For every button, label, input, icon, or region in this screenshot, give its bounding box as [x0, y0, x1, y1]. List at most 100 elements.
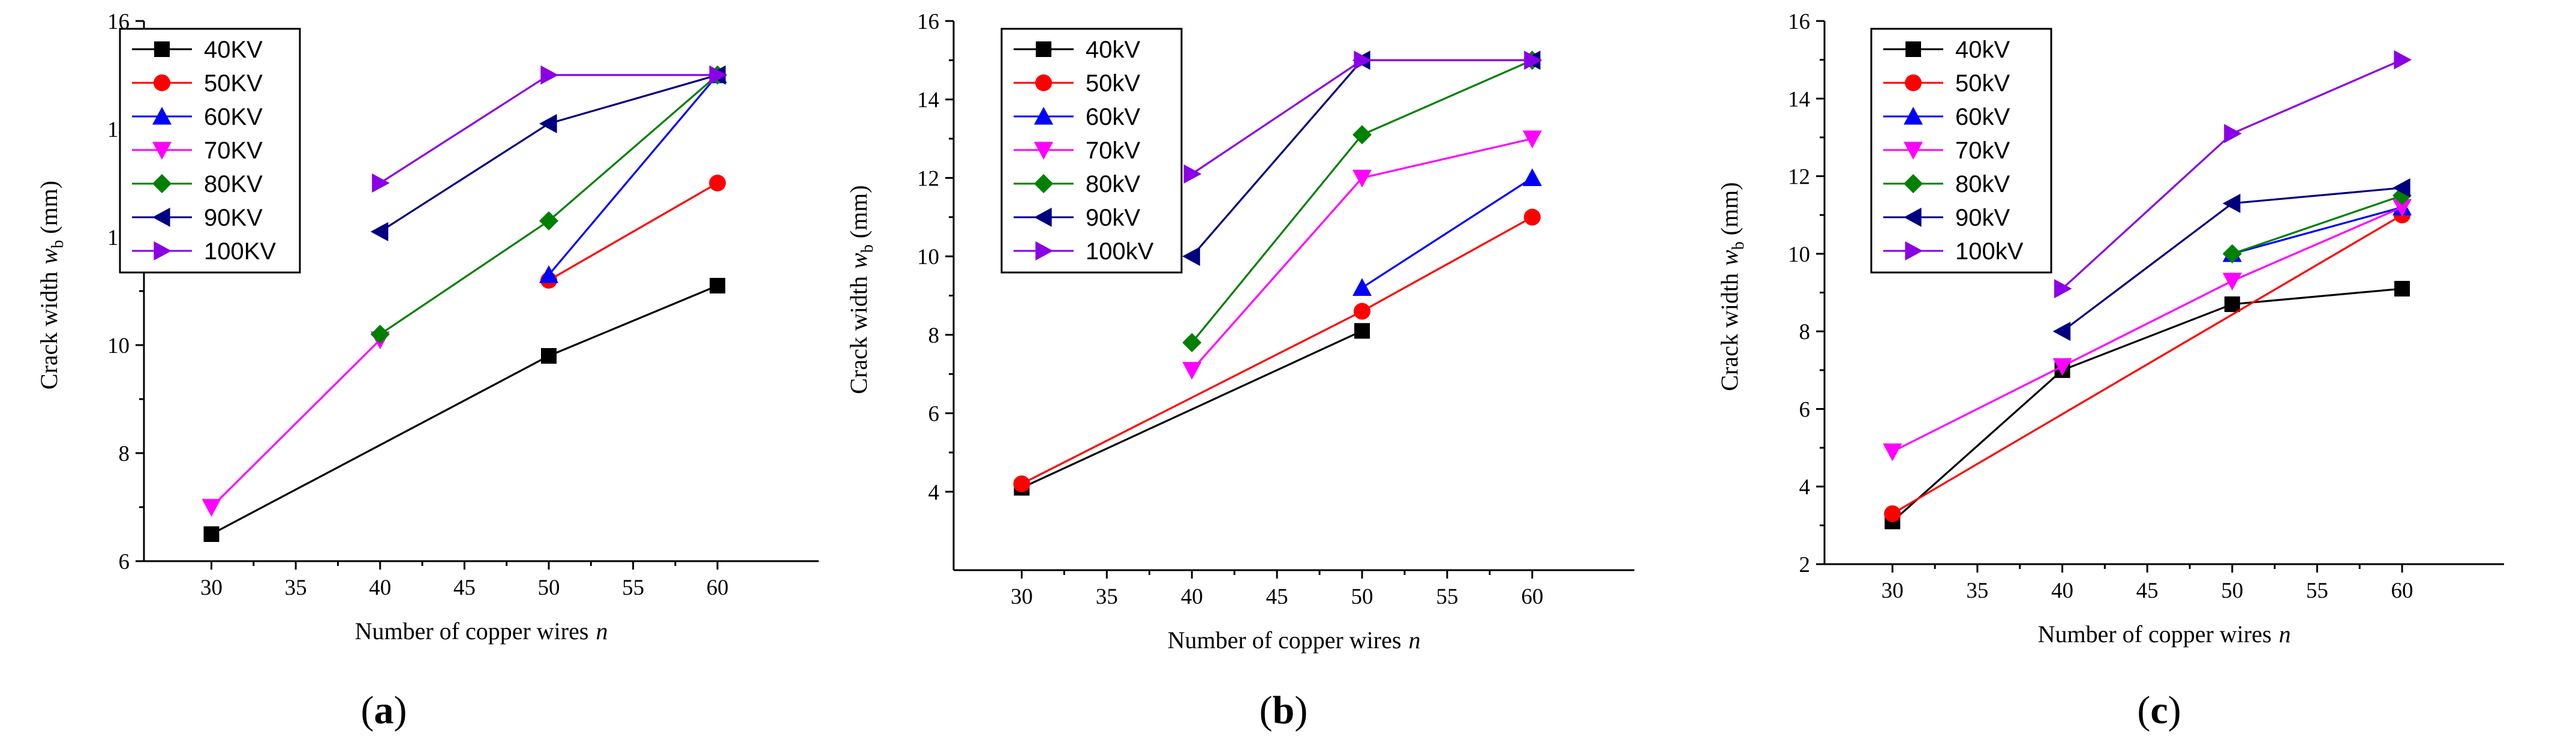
x-tick-label: 40	[2051, 579, 2073, 603]
panel-label-open: (	[2137, 688, 2150, 732]
legend-marker-80kV	[1034, 174, 1053, 193]
panel-label-open: (	[1260, 688, 1273, 732]
x-axis-title-var: n	[596, 618, 608, 645]
x-tick-label: 50	[1351, 585, 1373, 609]
series-line-60kV	[2232, 206, 2403, 255]
panel-label-close: )	[1294, 688, 1307, 732]
data-point-70kV	[2222, 272, 2242, 291]
legend-marker-40kV	[1036, 41, 1051, 57]
legend-marker-80KV	[152, 174, 172, 193]
legend-label-70kV: 70kV	[1086, 137, 1140, 164]
x-tick-label: 30	[1881, 579, 1904, 603]
legend-label-40kV: 40kV	[1955, 37, 2010, 63]
y-tick-label: 4	[928, 480, 940, 505]
series-line-60KV	[548, 74, 719, 276]
legend-label-80KV: 80KV	[204, 171, 263, 197]
chart-panel-b: 30 35 40 45 50 55 60 4 6 8 10 12 14 16 Number of coppe…	[845, 10, 1634, 654]
y-tick-label: 12	[917, 166, 939, 191]
data-point-90KV	[539, 114, 557, 133]
data-point-80kV	[2222, 244, 2242, 263]
y-tick-label: 4	[1799, 475, 1811, 500]
legend-label-60KV: 60KV	[204, 104, 263, 130]
x-tick-label: 30	[1011, 585, 1033, 609]
data-point-80kV	[1182, 332, 1202, 352]
data-point-40KV	[541, 348, 557, 364]
data-point-40KV	[710, 278, 726, 293]
y-tick-label: 10	[107, 334, 130, 358]
y-axis-title: Crack width wb (mm)	[35, 181, 67, 390]
series-line-70KV	[211, 338, 381, 508]
data-point-50kV	[1884, 505, 1901, 522]
x-tick-label: 35	[1096, 585, 1118, 609]
data-point-70kV	[1182, 362, 1202, 380]
series-line-80KV	[379, 74, 719, 335]
series-line-80kV	[1191, 59, 1533, 343]
data-point-100kV	[2054, 279, 2072, 299]
legend-label-100kV: 100kV	[1086, 238, 1154, 265]
y-axis-title: Crack width wb (mm)	[1716, 182, 1748, 391]
data-point-40kV	[1354, 323, 1370, 339]
y-axis-title-var: w	[35, 248, 62, 264]
data-point-60kV	[1522, 168, 1542, 187]
data-point-90kV	[1182, 247, 1200, 266]
legend-marker-100KV	[154, 241, 172, 260]
legend-label-60kV: 60kV	[1086, 104, 1140, 130]
data-point-50KV	[709, 175, 726, 191]
legend-marker-50kV	[1905, 74, 1922, 91]
x-tick-label: 55	[2306, 579, 2328, 603]
y-axis-title-text: Crack width	[845, 276, 872, 394]
panel-label-a: (a)	[361, 688, 407, 732]
y-axis-title: Crack width wb (mm)	[845, 185, 877, 394]
panel-label-letter: c	[2150, 688, 2168, 732]
x-axis-title-var: n	[1408, 627, 1420, 654]
data-point-70kV	[2052, 358, 2072, 376]
data-point-100kV	[1354, 50, 1372, 70]
x-tick-label: 40	[369, 576, 391, 600]
legend-marker-60KV	[152, 107, 172, 125]
y-axis-title-sub: b	[858, 244, 877, 253]
legend-marker-40KV	[154, 41, 170, 57]
data-point-70kV	[1883, 443, 1902, 462]
series-line-90kV	[1191, 59, 1532, 257]
data-point-100kV	[1183, 164, 1202, 184]
x-axis-title-text: Number of copper wires	[355, 618, 589, 645]
legend-marker-50KV	[154, 74, 170, 91]
x-tick-label: 45	[2136, 579, 2159, 603]
legend-marker-60kV	[1904, 107, 1923, 125]
legend-marker-90KV	[152, 208, 170, 227]
data-point-90kV	[2222, 193, 2241, 213]
series-line-60kV	[1361, 177, 1533, 289]
y-axis-title-sub: b	[49, 240, 67, 248]
panel-label-close: )	[394, 688, 407, 732]
legend-marker-80kV	[1904, 174, 1923, 193]
data-point-80KV	[370, 325, 390, 344]
legend-label-50kV: 50kV	[1086, 70, 1140, 97]
y-tick-label: 6	[1799, 397, 1811, 422]
legend-label-100kV: 100kV	[1955, 238, 2024, 265]
panel-label-c: (c)	[2137, 688, 2181, 732]
legend-marker-40kV	[1905, 41, 1921, 57]
y-tick-label: 10	[1788, 242, 1810, 267]
x-tick-label: 45	[453, 576, 476, 600]
y-axis-title-text: Crack width	[35, 271, 62, 390]
data-point-100kV	[2224, 124, 2242, 143]
legend-label-80kV: 80kV	[1086, 171, 1140, 197]
x-tick-label: 30	[200, 576, 223, 600]
x-tick-label: 35	[285, 576, 307, 600]
y-axis-title-unit: (mm)	[35, 181, 62, 234]
legend-label-100KV: 100KV	[204, 238, 276, 265]
legend-marker-50kV	[1035, 74, 1052, 91]
x-axis-title: Number of copper wires n	[2038, 621, 2291, 648]
legend-marker-70KV	[152, 142, 172, 160]
panel-label-letter: b	[1273, 688, 1295, 732]
y-tick-label: 14	[1788, 87, 1810, 112]
data-point-40kV	[2224, 296, 2240, 312]
legend-marker-90kV	[1034, 208, 1052, 227]
y-tick-label: 2	[1799, 553, 1811, 577]
series-line-100KV	[379, 74, 718, 184]
series-line-90KV	[379, 74, 718, 233]
y-tick-label: 6	[928, 402, 940, 427]
x-tick-label: 40	[1181, 585, 1203, 609]
x-tick-label: 50	[538, 576, 560, 600]
